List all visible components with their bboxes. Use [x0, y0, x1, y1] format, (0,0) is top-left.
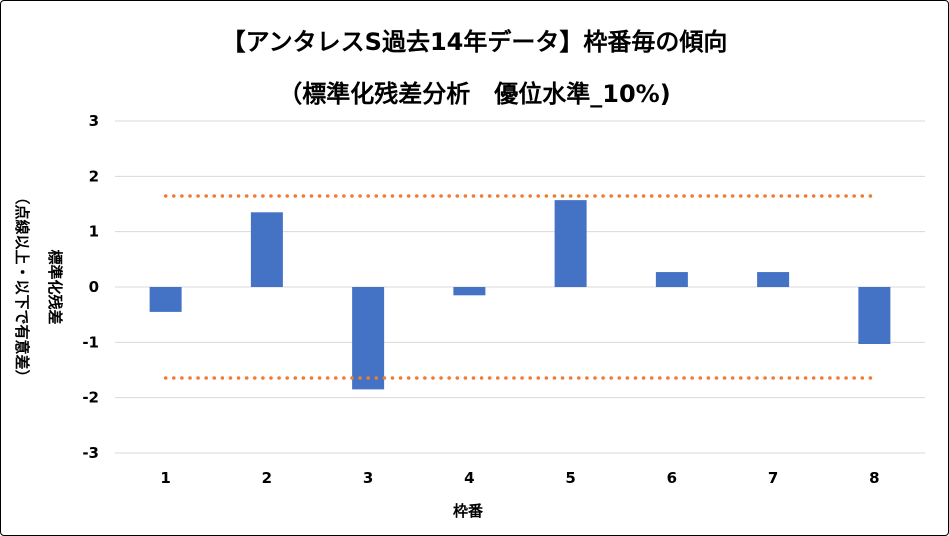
x-tick-label: 8 — [869, 469, 879, 487]
x-tick-label: 7 — [768, 469, 778, 487]
y-tick-label: -1 — [82, 333, 99, 351]
bar-7 — [757, 272, 790, 287]
y-tick-labels: 3 2 1 0 -1 -2 -3 — [82, 112, 99, 462]
bar-2 — [250, 212, 283, 287]
x-tick-label: 6 — [667, 469, 677, 487]
y-axis-note: （点線以上・以下で有意差） — [13, 189, 31, 384]
y-tick-label: -3 — [82, 444, 99, 462]
x-tick-label: 2 — [262, 469, 272, 487]
x-tick-label: 1 — [160, 469, 170, 487]
x-tick-label: 5 — [565, 469, 575, 487]
chart-title: 【アンタレスS過去14年データ】枠番毎の傾向 — [221, 28, 728, 56]
bar-8 — [858, 287, 891, 344]
chart-subtitle: （標準化残差分析 優位水準_10%) — [278, 80, 671, 108]
bar-5 — [554, 200, 587, 287]
x-axis-title: 枠番 — [453, 502, 484, 520]
bar-1 — [149, 287, 182, 312]
gridlines — [115, 120, 925, 454]
x-tick-labels: 1 2 3 4 5 6 7 8 — [160, 469, 879, 487]
y-tick-label: 0 — [89, 278, 99, 296]
x-tick-label: 3 — [363, 469, 373, 487]
bars — [149, 200, 891, 390]
bar-6 — [655, 272, 688, 287]
y-tick-label: 2 — [89, 167, 99, 185]
threshold-lines — [163, 194, 877, 380]
bar-4 — [453, 287, 486, 296]
y-tick-label: -2 — [82, 389, 99, 407]
bar-3 — [352, 287, 385, 390]
y-tick-label: 1 — [89, 223, 99, 241]
x-tick-label: 4 — [464, 469, 474, 487]
y-tick-label: 3 — [89, 112, 99, 130]
y-axis-title: 標準化残差 — [46, 249, 64, 324]
